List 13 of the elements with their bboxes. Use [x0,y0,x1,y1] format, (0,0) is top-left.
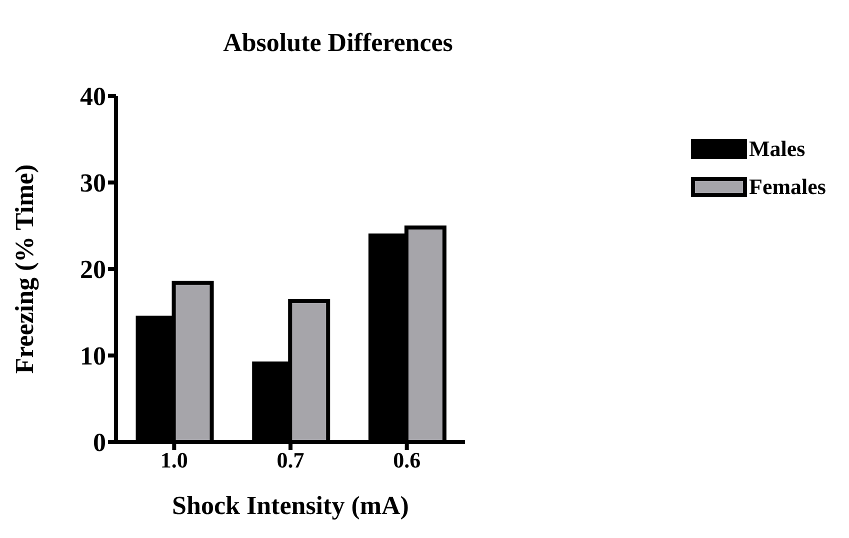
y-tick-label: 30 [80,168,106,198]
legend-label: Males [749,136,806,162]
y-tick-label: 0 [93,428,106,458]
y-axis-title: Freezing (% Time) [10,164,40,374]
legend-label: Females [749,174,826,200]
y-tick-label: 40 [80,82,106,112]
y-tick-label: 10 [80,342,106,371]
x-tick-label: 0.6 [393,448,421,473]
x-axis-title: Shock Intensity (mA) [172,491,409,520]
y-tick-label: 20 [80,255,106,284]
chart-title: Absolute Differences [222,28,454,58]
x-tick-label: 1.0 [160,448,188,473]
x-tick-label: 0.7 [276,448,304,473]
